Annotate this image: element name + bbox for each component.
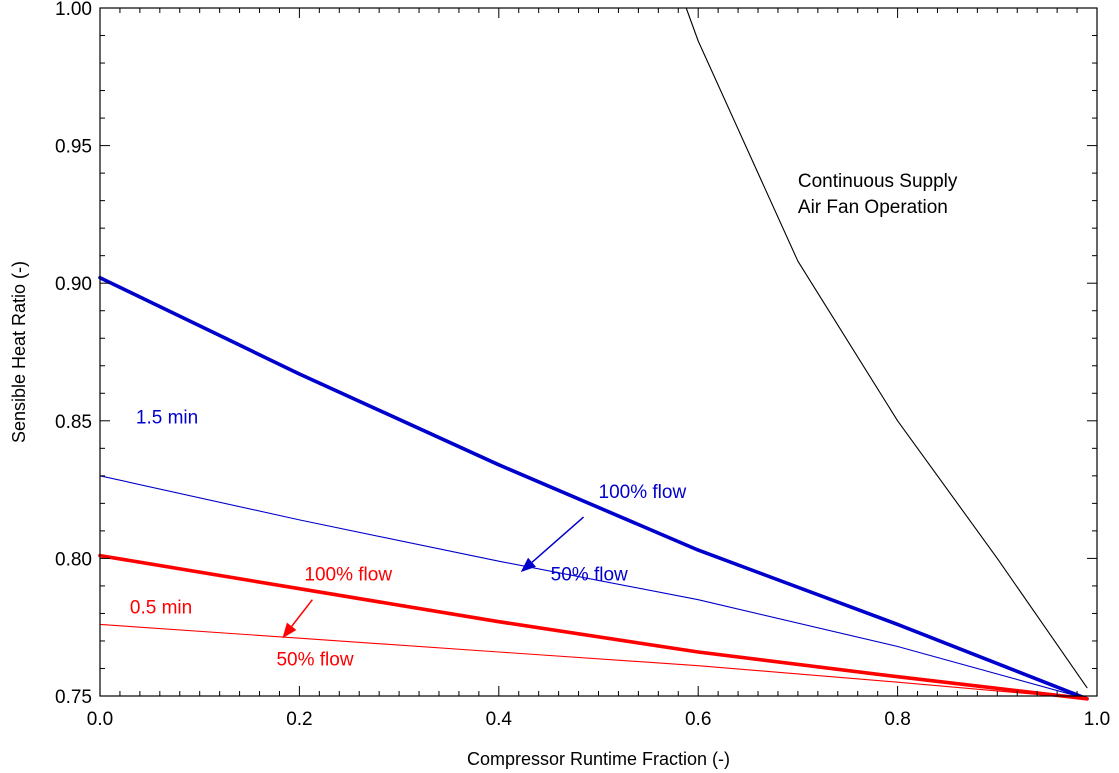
annotation-label-1: 1.5 min bbox=[136, 408, 198, 429]
annotation-layer: Continuous Supply Air Fan Operation 1.5 mi… bbox=[130, 171, 958, 671]
annotation-line: 1.5 min bbox=[136, 408, 198, 429]
y-axis-label: Sensible Heat Ratio (-) bbox=[9, 261, 29, 443]
y-tick-label: 1.00 bbox=[55, 0, 92, 20]
x-tick-label: 0.6 bbox=[685, 709, 711, 730]
x-tick-label: 1.0 bbox=[1084, 709, 1110, 730]
series-layer bbox=[98, 7, 1089, 701]
y-tick-label: 0.75 bbox=[55, 687, 92, 708]
plot-frame bbox=[99, 7, 1098, 697]
annotation-label-0: Continuous Supply Air Fan Operation bbox=[798, 171, 958, 218]
annotation-arrow-1 bbox=[282, 599, 313, 639]
annotation-line: 100% flow bbox=[599, 482, 687, 503]
annotation-label-3: 50% flow bbox=[551, 564, 628, 585]
series-line-2 bbox=[98, 553, 1089, 701]
y-tick-label: 0.90 bbox=[55, 274, 92, 295]
annotation-label-6: 50% flow bbox=[276, 650, 353, 671]
annotation-line: Air Fan Operation bbox=[798, 197, 948, 218]
annotation-line: Continuous Supply bbox=[798, 171, 958, 192]
x-axis-label: Compressor Runtime Fraction (-) bbox=[467, 749, 730, 769]
annotation-line: 0.5 min bbox=[130, 597, 192, 618]
series-line-3 bbox=[99, 623, 1088, 700]
annotation-line: 50% flow bbox=[551, 564, 628, 585]
annotation-label-5: 0.5 min bbox=[130, 597, 192, 618]
y-tick-label: 0.95 bbox=[55, 137, 92, 158]
y-tick-label: 0.80 bbox=[55, 549, 92, 570]
annotation-line: 50% flow bbox=[276, 650, 353, 671]
annotation-arrow-0 bbox=[520, 516, 585, 573]
x-tick-label: 0.8 bbox=[884, 709, 910, 730]
series-line-4 bbox=[685, 7, 1088, 689]
annotation-label-4: 100% flow bbox=[304, 564, 392, 585]
series-line-1 bbox=[99, 475, 1088, 700]
arrow-layer bbox=[282, 516, 585, 639]
series-line-0 bbox=[98, 275, 1089, 701]
annotation-line: 100% flow bbox=[304, 564, 392, 585]
annotation-label-2: 100% flow bbox=[599, 482, 687, 503]
tick-layer: 0.0 0.2 0.4 0.6 0.8 1.0 0.75 0.80 0.85 0.90 0.95 1.… bbox=[55, 0, 1110, 730]
x-tick-label: 0.4 bbox=[486, 709, 513, 730]
y-tick-label: 0.85 bbox=[55, 412, 92, 433]
x-tick-label: 0.0 bbox=[87, 709, 113, 730]
x-tick-label: 0.2 bbox=[286, 709, 312, 730]
